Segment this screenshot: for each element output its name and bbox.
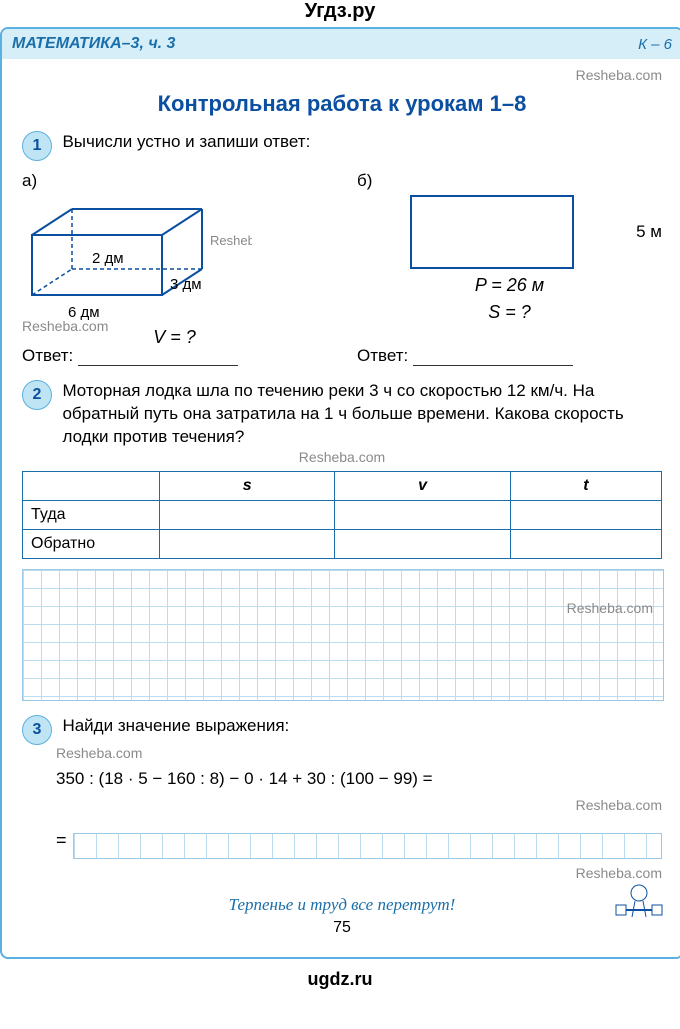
header-bar: МАТЕМАТИКА–3, ч. 3 К – 6 — [2, 29, 680, 59]
cell-blank[interactable] — [510, 500, 661, 529]
footer-quote: Терпенье и труд все перетрут! — [22, 895, 662, 915]
watermark: Resheba.com — [22, 865, 662, 881]
table-header: v — [335, 471, 510, 500]
question-number: 3 — [22, 715, 52, 745]
site-label-top: Угдз.ру — [0, 0, 680, 23]
table-header-row: s v t — [23, 471, 662, 500]
rectangle-diagram — [410, 195, 574, 269]
row-label: Обратно — [23, 529, 160, 558]
svt-table: s v t Туда Обратно — [22, 471, 662, 559]
watermark: Resheba.com — [22, 449, 662, 465]
dim-w: 3 дм — [170, 276, 202, 293]
table-row: Туда — [23, 500, 662, 529]
expression: 350 : (18 · 5 − 160 : 8) − 0 · 14 + 30 :… — [56, 769, 662, 789]
dim-l: 6 дм — [68, 304, 327, 321]
perimeter-given: P = 26 м — [357, 275, 662, 296]
answer-label: Ответ: — [357, 346, 408, 365]
watermark: Resheba.com — [22, 797, 662, 813]
site-label-bottom: ugdz.ru — [0, 969, 680, 990]
question-text: Найди значение выражения: — [62, 715, 632, 738]
answer-blank[interactable] — [78, 347, 238, 366]
page-number: 75 — [22, 919, 662, 937]
watermark: Resheba.com — [567, 600, 653, 616]
question-text: Вычисли устно и запиши ответ: — [62, 131, 632, 154]
question-number: 1 — [22, 131, 52, 161]
q1b-ask: S = ? — [357, 302, 662, 323]
page-title: Контрольная работа к урокам 1–8 — [22, 91, 662, 117]
cell-blank[interactable] — [160, 500, 335, 529]
part-label: а) — [22, 171, 327, 191]
equals-sign: = — [56, 830, 67, 851]
box-diagram: 2 дм 3 дм Resheba.com — [22, 195, 252, 305]
worksheet-page: МАТЕМАТИКА–3, ч. 3 К – 6 Resheba.com Кон… — [0, 27, 680, 959]
row-label: Туда — [23, 500, 160, 529]
mascot-icon — [612, 873, 666, 921]
table-header — [23, 471, 160, 500]
answer-grid[interactable] — [73, 833, 662, 859]
table-header: s — [160, 471, 335, 500]
dim-h: 2 дм — [92, 250, 124, 267]
q1-part-a: а) 2 дм 3 дм Resheba.com 6 дм V = ? — [22, 171, 327, 354]
dim-side: 5 м — [636, 222, 662, 242]
question-2: 2 Моторная лодка шла по течению реки 3 ч… — [22, 380, 662, 701]
watermark: Resheba.com — [22, 67, 662, 83]
header-variant: К – 6 — [638, 36, 672, 53]
answer-label: Ответ: — [22, 346, 73, 365]
watermark: Resheba.com — [56, 745, 662, 761]
table-header: t — [510, 471, 661, 500]
answer-blank[interactable] — [413, 347, 573, 366]
question-3: 3 Найди значение выражения: Resheba.com … — [22, 715, 662, 881]
cell-blank[interactable] — [335, 500, 510, 529]
header-subject: МАТЕМАТИКА–3, ч. 3 — [12, 35, 175, 53]
q1-part-b: б) 5 м P = 26 м S = ? — [357, 171, 662, 354]
cell-blank[interactable] — [510, 529, 661, 558]
part-label: б) — [357, 171, 662, 191]
question-text: Моторная лодка шла по течению реки 3 ч с… — [62, 380, 632, 449]
question-number: 2 — [22, 380, 52, 410]
table-row: Обратно — [23, 529, 662, 558]
cell-blank[interactable] — [335, 529, 510, 558]
question-1: 1 Вычисли устно и запиши ответ: а) 2 дм … — [22, 131, 662, 366]
cell-blank[interactable] — [160, 529, 335, 558]
watermark: Resheba.com — [210, 233, 252, 248]
work-grid[interactable]: Resheba.com — [22, 569, 664, 701]
q1a-ask: V = ? — [22, 327, 327, 348]
